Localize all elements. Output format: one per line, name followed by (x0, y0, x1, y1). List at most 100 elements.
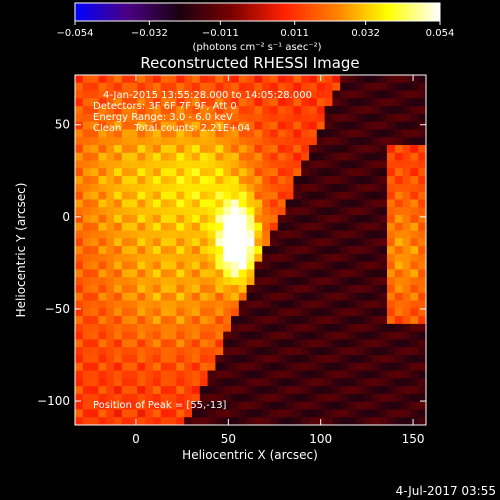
heatmap-cell (355, 137, 365, 146)
heatmap-cell (394, 183, 404, 193)
heatmap-cell (301, 121, 310, 131)
heatmap-cell (160, 308, 170, 317)
heatmap-cell (160, 75, 170, 84)
heatmap-cell (90, 347, 99, 356)
heatmap-cell (379, 269, 388, 278)
heatmap-cell (246, 90, 255, 99)
heatmap-cell (340, 222, 349, 232)
heatmap-cell (106, 168, 115, 177)
heatmap-cell (355, 393, 365, 403)
heatmap-cell (231, 113, 240, 123)
heatmap-cell (332, 253, 341, 263)
heatmap-cell (387, 121, 396, 131)
heatmap-cell (231, 386, 240, 395)
heatmap-cell (418, 75, 426, 84)
heatmap-cell (418, 386, 426, 395)
heatmap-cell (402, 129, 411, 138)
heatmap-cell (285, 98, 294, 107)
heatmap-cell (363, 378, 372, 387)
heatmap-cell (192, 137, 201, 146)
heatmap-cell (316, 222, 326, 232)
heatmap-cell (137, 370, 146, 379)
heatmap-cell (309, 199, 318, 208)
heatmap-cell (114, 215, 123, 224)
heatmap-cell (387, 347, 396, 356)
heatmap-cell (262, 121, 271, 131)
heatmap-cell (137, 269, 146, 278)
heatmap-cell (355, 98, 365, 107)
heatmap-cell (199, 152, 209, 162)
heatmap-cell (215, 98, 224, 107)
heatmap-cell (379, 355, 388, 364)
colorbar-tick-label: 0.011 (280, 28, 309, 39)
heatmap-cell (410, 215, 419, 224)
heatmap-cell (293, 152, 302, 162)
heatmap-cell (379, 106, 388, 115)
heatmap-cell (192, 362, 201, 372)
heatmap-cell (75, 253, 84, 263)
heatmap-cell (238, 339, 248, 348)
heatmap-cell (363, 292, 372, 302)
heatmap-cell (199, 215, 209, 224)
heatmap-cell (324, 378, 333, 387)
heatmap-cell (301, 409, 310, 418)
heatmap-cell (207, 137, 216, 146)
heatmap-cell (246, 253, 255, 263)
heatmap-cell (324, 113, 333, 123)
heatmap-cell (387, 401, 396, 411)
heatmap-cell (332, 316, 341, 325)
heatmap-cell (387, 106, 396, 115)
heatmap-cell (192, 207, 201, 216)
heatmap-cell (418, 222, 426, 232)
heatmap-cell (332, 393, 341, 403)
heatmap-cell (137, 160, 146, 169)
heatmap-cell (355, 355, 365, 364)
heatmap-cell (301, 82, 310, 92)
heatmap-cell (215, 121, 224, 131)
heatmap-cell (316, 378, 326, 387)
heatmap-cell (121, 300, 131, 309)
heatmap-cell (106, 386, 115, 395)
heatmap-cell (160, 362, 170, 372)
heatmap-cell (270, 113, 279, 123)
heatmap-cell (277, 370, 287, 379)
heatmap-cell (348, 362, 357, 372)
heatmap-cell (262, 145, 271, 154)
heatmap-cell (75, 152, 84, 162)
heatmap-cell (262, 222, 271, 232)
heatmap-cell (153, 160, 162, 169)
heatmap-cell (207, 246, 216, 255)
heatmap-cell (145, 393, 154, 403)
heatmap-cell (387, 370, 396, 379)
heatmap-cell (184, 316, 193, 325)
heatmap-cell (129, 362, 138, 372)
heatmap-cell (324, 246, 333, 255)
heatmap-cell (160, 82, 170, 92)
heatmap-cell (137, 386, 146, 395)
heatmap-cell (324, 277, 333, 286)
heatmap-cell (394, 230, 404, 239)
heatmap-cell (129, 417, 138, 425)
heatmap-cell (332, 176, 341, 185)
heatmap-cell (98, 222, 107, 232)
heatmap-cell (270, 121, 279, 131)
heatmap-cell (231, 393, 240, 403)
heatmap-cell (238, 355, 248, 364)
heatmap-cell (285, 222, 294, 232)
heatmap-cell (309, 362, 318, 372)
heatmap-cell (160, 183, 170, 193)
heatmap-cell (355, 191, 365, 201)
heatmap-cell (176, 292, 185, 302)
heatmap-cell (153, 98, 162, 107)
heatmap-cell (270, 152, 279, 162)
heatmap-cell (355, 160, 365, 169)
heatmap-cell (254, 121, 263, 131)
heatmap-cell (348, 98, 357, 107)
heatmap-cell (82, 246, 92, 255)
heatmap-cell (114, 191, 123, 201)
heatmap-cell (293, 378, 302, 387)
heatmap-cell (199, 308, 209, 317)
heatmap-cell (394, 347, 404, 356)
heatmap-cell (129, 378, 138, 387)
heatmap-cell (387, 292, 396, 302)
